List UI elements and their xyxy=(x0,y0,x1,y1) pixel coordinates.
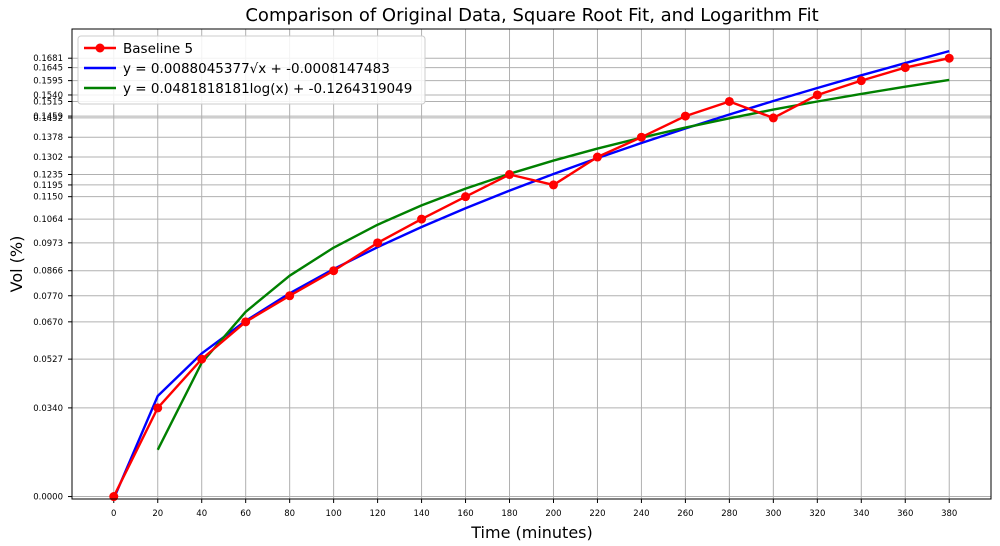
y-tick-label: 0.1681 xyxy=(33,54,63,64)
x-tick-label: 40 xyxy=(196,509,207,519)
plot-frame xyxy=(71,28,992,500)
y-tick-label: 0.0527 xyxy=(33,355,63,365)
y-tick-label: 0.1595 xyxy=(33,77,63,87)
x-tick-label: 320 xyxy=(809,509,825,519)
x-axis-ticks: 0 20 40 60 80 100 120 140 160 180 200 220 240 260 280 3… xyxy=(111,499,957,519)
data-point-baseline-5 xyxy=(197,354,207,364)
y-tick-label: 0.0000 xyxy=(33,493,63,503)
legend-entry-label: Baseline 5 xyxy=(123,41,193,57)
data-point-baseline-5 xyxy=(241,317,251,327)
y-tick-label: 0.1235 xyxy=(33,171,63,181)
grid-lines xyxy=(72,29,991,499)
legend-entry-label: y = 0.0088045377√x + -0.0008147483 xyxy=(123,61,390,77)
x-tick-label: 340 xyxy=(853,509,869,519)
data-point-baseline-5 xyxy=(505,170,515,180)
data-point-baseline-5 xyxy=(285,291,295,301)
data-point-baseline-5 xyxy=(329,266,339,276)
y-tick-label: 0.1195 xyxy=(33,181,63,191)
y-tick-label: 0.1378 xyxy=(33,133,63,143)
y-tick-label: 0.0670 xyxy=(33,318,63,328)
x-tick-label: 100 xyxy=(326,509,342,519)
data-point-baseline-5 xyxy=(592,152,602,162)
data-point-baseline-5 xyxy=(636,132,646,142)
data-point-baseline-5 xyxy=(724,96,734,106)
y-tick-label: 0.0866 xyxy=(33,267,63,277)
x-tick-label: 140 xyxy=(413,509,429,519)
x-tick-label: 160 xyxy=(457,509,473,519)
y-tick-label: 0.1064 xyxy=(33,215,63,225)
y-tick-label: 0.1302 xyxy=(33,153,63,163)
data-point-baseline-5 xyxy=(548,180,558,190)
y-tick-label: 0.0770 xyxy=(33,292,63,302)
y-tick-label: 0.0340 xyxy=(33,404,63,414)
data-point-baseline-5 xyxy=(812,90,822,100)
legend: Baseline 5 y = 0.0088045377√x + -0.000814… xyxy=(77,35,426,105)
x-tick-label: 280 xyxy=(721,509,737,519)
x-tick-label: 260 xyxy=(677,509,693,519)
x-tick-label: 380 xyxy=(941,509,957,519)
y-tick-label: 0.1150 xyxy=(33,193,63,203)
series-line-log-fit xyxy=(156,78,950,451)
y-tick-label: 0.1459 xyxy=(33,112,63,122)
chart-title: Comparison of Original Data, Square Root… xyxy=(245,5,818,26)
y-tick-label: 0.1452 xyxy=(33,114,63,124)
series-layer xyxy=(109,49,954,502)
x-tick-label: 120 xyxy=(369,509,385,519)
x-tick-label: 20 xyxy=(152,509,163,519)
data-point-baseline-5 xyxy=(417,214,427,224)
data-point-baseline-5 xyxy=(153,403,163,413)
y-tick-label: 0.1540 xyxy=(33,91,63,101)
x-tick-label: 80 xyxy=(284,509,295,519)
x-tick-label: 180 xyxy=(501,509,517,519)
y-tick-label: 0.1645 xyxy=(33,64,63,74)
data-point-baseline-5 xyxy=(900,63,910,73)
series-line-baseline-5 xyxy=(112,57,950,498)
y-axis-label: Vol (%) xyxy=(7,236,26,293)
x-tick-label: 240 xyxy=(633,509,649,519)
x-tick-label: 300 xyxy=(765,509,781,519)
x-tick-label: 360 xyxy=(897,509,913,519)
data-point-baseline-5 xyxy=(461,192,471,202)
legend-swatch-marker xyxy=(95,43,105,53)
data-point-baseline-5 xyxy=(768,113,778,123)
data-point-baseline-5 xyxy=(109,492,119,502)
y-tick-label: 0.1515 xyxy=(33,97,63,107)
x-tick-label: 60 xyxy=(240,509,251,519)
legend-box xyxy=(77,35,426,105)
data-point-baseline-5 xyxy=(856,76,866,86)
data-point-baseline-5 xyxy=(944,53,954,63)
x-axis-label: Time (minutes) xyxy=(470,523,593,542)
x-tick-label: 220 xyxy=(589,509,605,519)
x-tick-label: 0 xyxy=(111,509,116,519)
y-axis-ticks: 0.0000 0.0340 0.0527 0.0670 0.0770 0.0866 0.09… xyxy=(33,54,72,503)
legend-entry-label: y = 0.0481818181log(x) + -0.1264319049 xyxy=(123,81,412,97)
data-point-baseline-5 xyxy=(680,111,690,121)
x-tick-label: 200 xyxy=(545,509,561,519)
y-tick-label: 0.0973 xyxy=(33,239,63,249)
data-point-baseline-5 xyxy=(373,238,383,248)
